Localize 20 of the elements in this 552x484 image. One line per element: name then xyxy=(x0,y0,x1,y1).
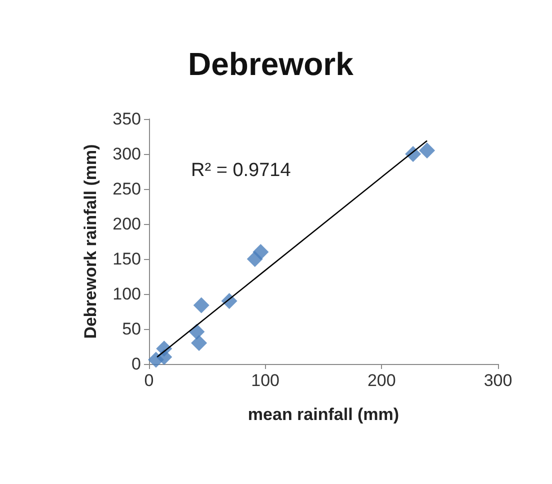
x-tick-label: 0 xyxy=(144,371,154,390)
chart-title: Debrework xyxy=(188,46,354,82)
x-tick-label: 300 xyxy=(484,371,512,390)
y-tick-label: 200 xyxy=(112,214,141,234)
y-tick-label: 250 xyxy=(112,180,141,198)
point xyxy=(419,142,436,158)
y-tick-label: 50 xyxy=(122,320,141,338)
y-tick-label: 350 xyxy=(112,110,141,128)
point xyxy=(252,244,269,260)
y-tick-label: 300 xyxy=(112,144,141,164)
point xyxy=(191,335,208,351)
y-tick-label: 0 xyxy=(132,354,141,374)
point xyxy=(193,297,210,314)
y-axis-title: Debrework rainfall (mm) xyxy=(81,144,100,339)
y-tick-label: 150 xyxy=(112,250,141,268)
x-tick-label: 200 xyxy=(367,371,396,390)
y-tick-label: 100 xyxy=(112,284,141,304)
x-tick-label: 100 xyxy=(251,371,280,390)
x-axis-title: mean rainfall (mm) xyxy=(248,405,400,424)
annotation: R² = 0.9714 xyxy=(191,160,292,181)
